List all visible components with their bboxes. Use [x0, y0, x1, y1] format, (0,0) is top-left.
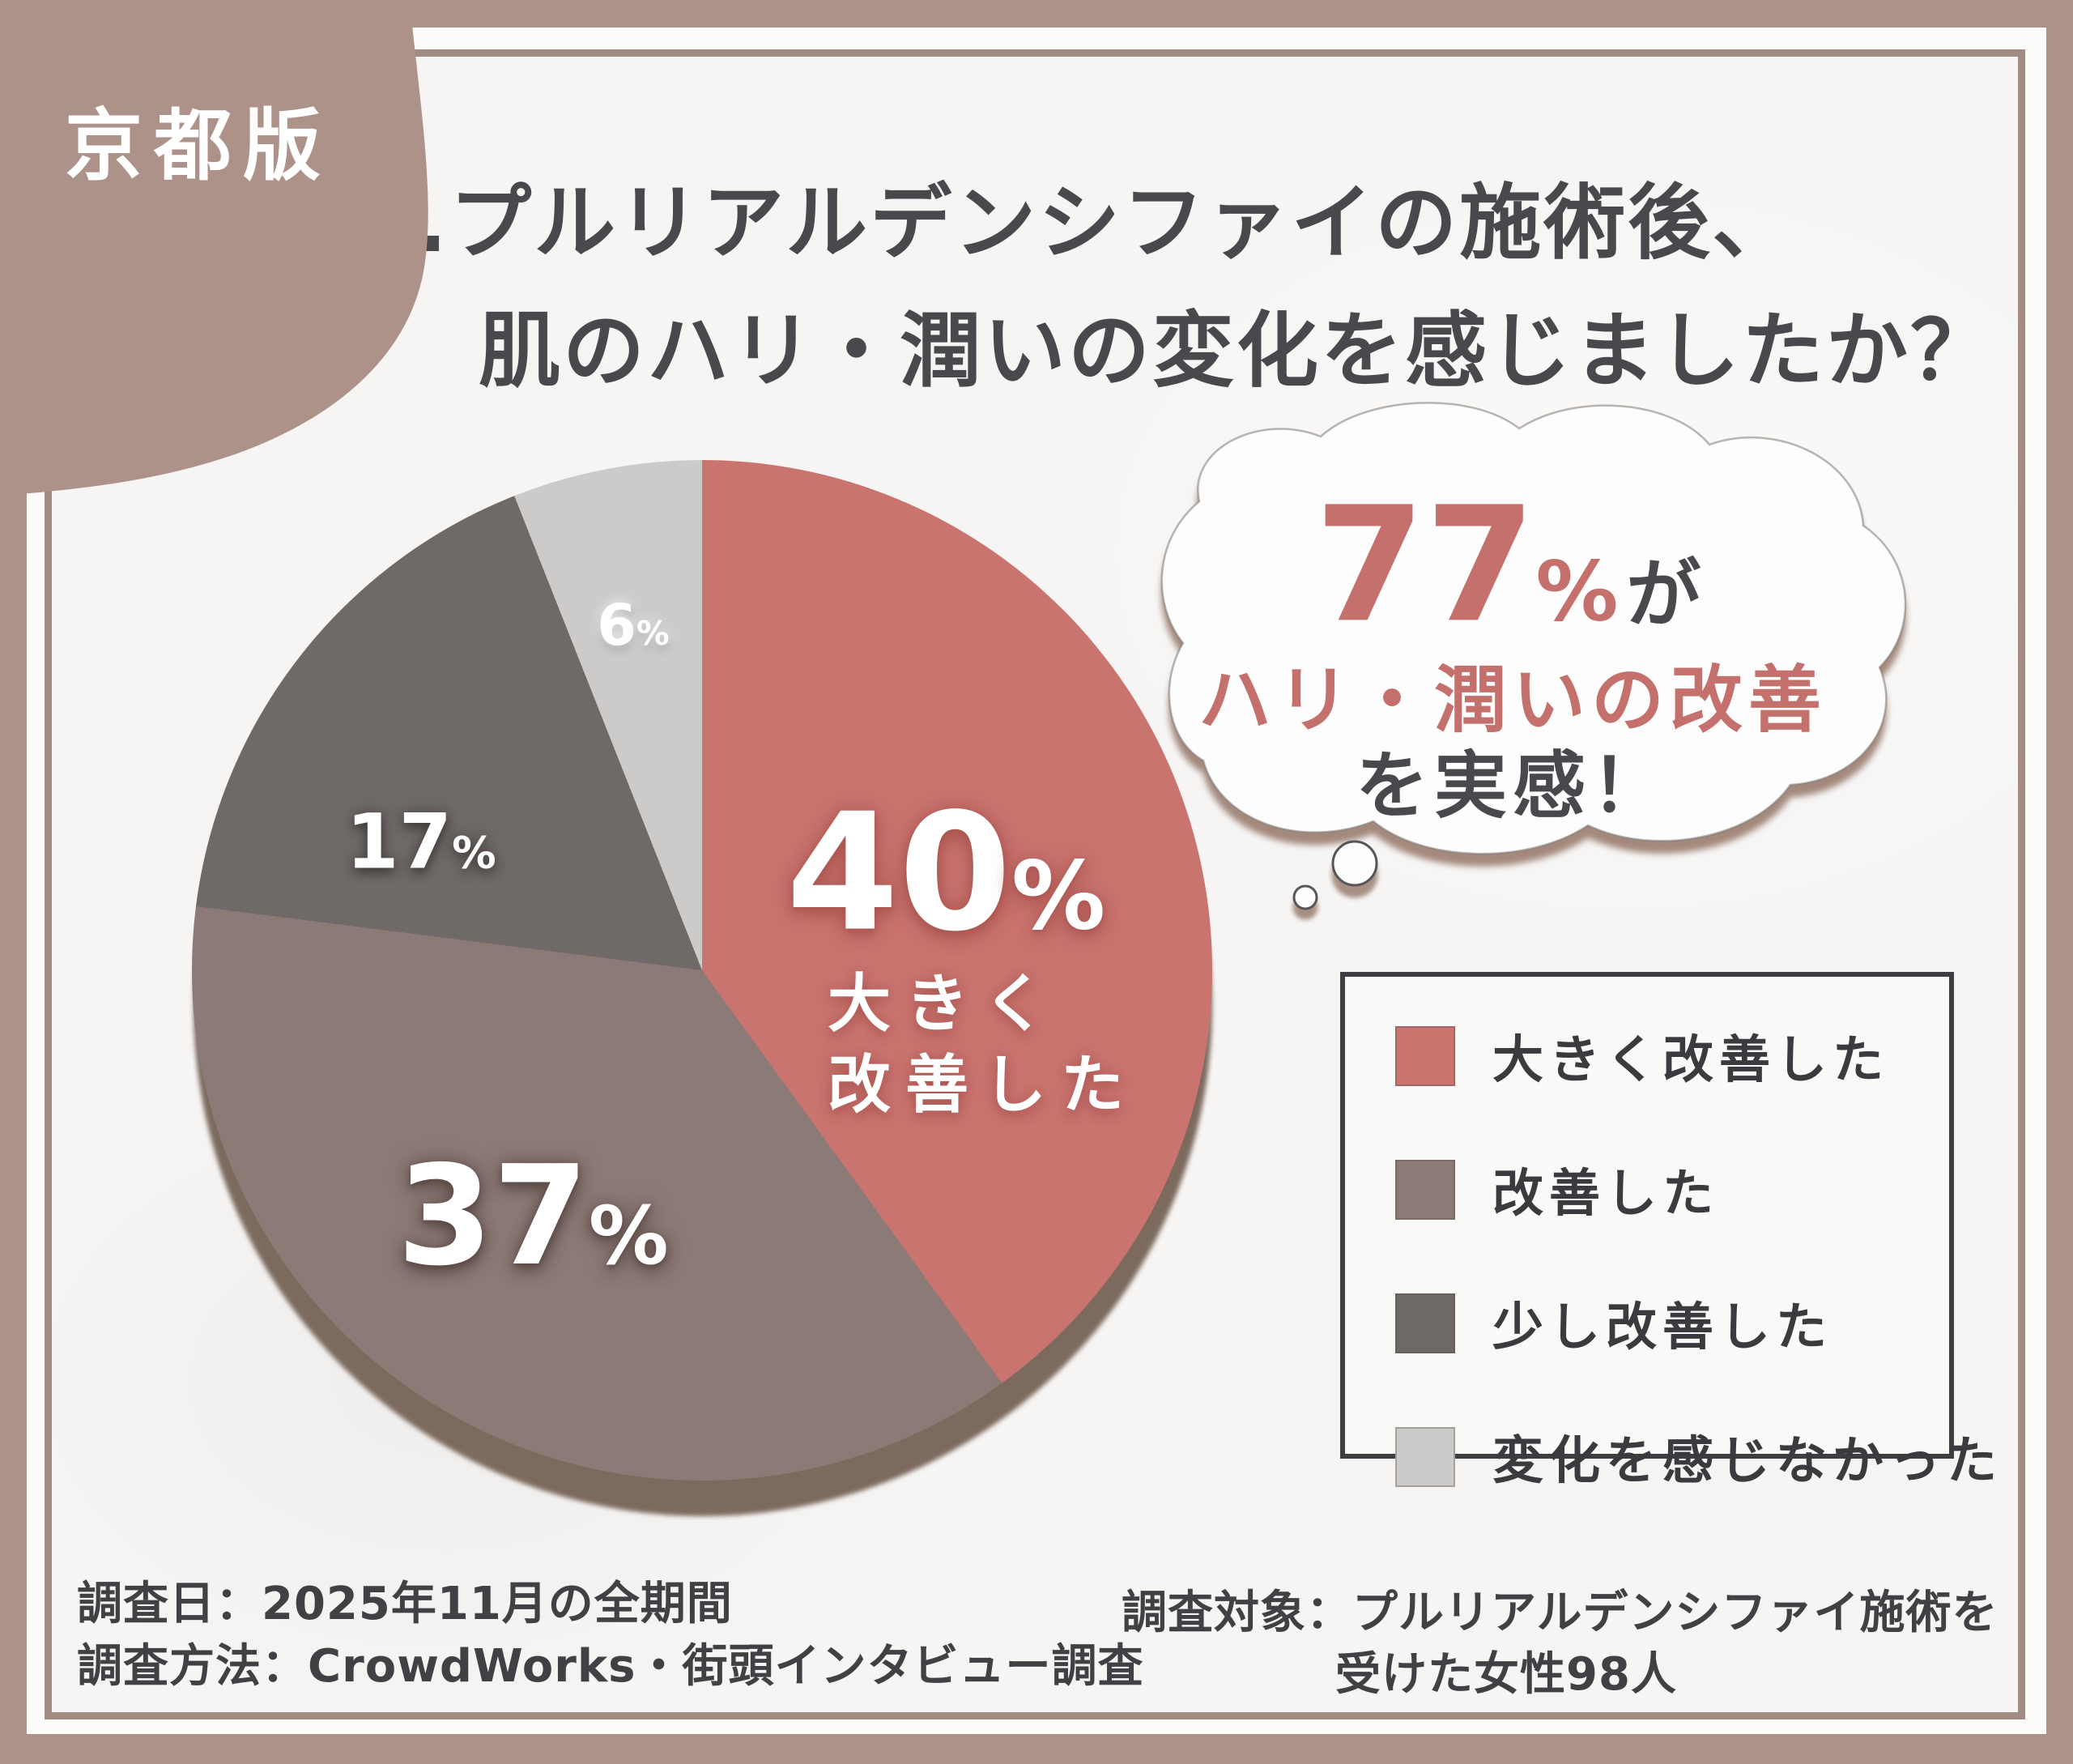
- thought-tail-circle-large: [1331, 840, 1378, 887]
- survey-meta-left: 調査日：2025年11月の全期間 調査方法：CrowdWorks・街頭インタビュ…: [77, 1573, 1143, 1698]
- pie-label-37: 37%: [397, 1136, 669, 1297]
- pie-label-6: 6%: [597, 592, 670, 658]
- survey-target-line2: 受けた女性98人: [1335, 1648, 1677, 1701]
- survey-target-line1: 調査対象：プルリアルデンシファイ施術を: [1122, 1587, 1999, 1639]
- legend-label: 改善した: [1492, 1164, 1719, 1223]
- pie-label-17: 17%: [346, 798, 496, 887]
- speech-bubble-cloud: [1160, 402, 1907, 855]
- corner-swoosh-shape: [0, 0, 428, 496]
- legend-swatch-red: [1395, 1025, 1455, 1086]
- bubble-stat-number: 77%: [1314, 473, 1619, 658]
- legend-item-4: 変化を感じなかった: [1395, 1420, 1997, 1493]
- legend-item-3: 少し改善した: [1395, 1286, 1949, 1360]
- legend-item-2: 改善した: [1395, 1153, 1949, 1226]
- question-title-line1: Q.プルリアルデンシファイの施術後、: [344, 175, 1797, 271]
- speech-bubble: [1160, 402, 1907, 910]
- region-badge: 京都版: [65, 100, 332, 191]
- bubble-stat-suffix: が: [1626, 551, 1701, 638]
- thought-tail-circle-small: [1292, 884, 1318, 910]
- survey-method: 調査方法：CrowdWorks・街頭インタビュー調査: [77, 1640, 1144, 1693]
- pie-label-40: 40%: [785, 778, 1106, 968]
- legend-box: 大きく改善した 改善した 少し改善した 変化を感じなかった: [1340, 972, 1997, 1490]
- question-title: Q.プルリアルデンシファイの施術後、 肌のハリ・潤いの変化を感じましたか？: [344, 159, 1994, 415]
- bubble-stat-line: 77% が: [1315, 473, 1701, 658]
- bubble-closing-text: を実感！: [1356, 744, 1670, 829]
- bubble-highlight-text: ハリ・潤いの改善: [1198, 658, 1827, 743]
- legend-label: 変化を感じなかった: [1492, 1431, 2003, 1490]
- pie: [192, 460, 1212, 1481]
- legend-label: 大きく改善した: [1492, 1030, 1889, 1089]
- legend-swatch-darkgray: [1395, 1293, 1455, 1353]
- legend-item-1: 大きく改善した: [1395, 1019, 1949, 1093]
- legend-swatch-mauve: [1395, 1159, 1455, 1220]
- legend-label: 少し改善した: [1492, 1297, 1832, 1357]
- question-title-line2: 肌のハリ・潤いの変化を感じましたか？: [479, 303, 1995, 398]
- survey-date: 調査日：2025年11月の全期間: [77, 1578, 733, 1630]
- pie-label-40-sublabel: 大きく 改善した: [828, 968, 1139, 1122]
- legend-swatch-lightgray: [1395, 1426, 1455, 1487]
